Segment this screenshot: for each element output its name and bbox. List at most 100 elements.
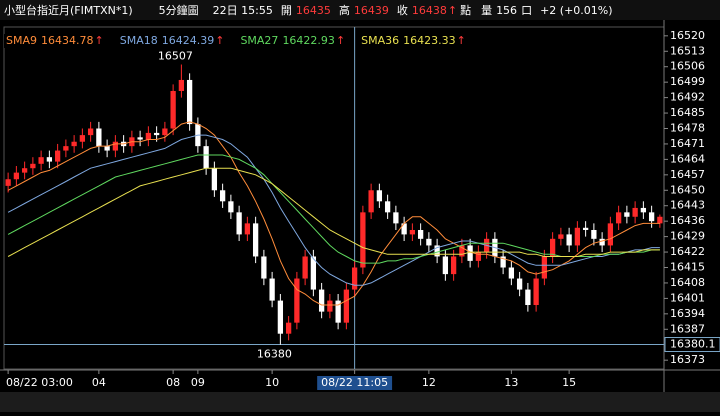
candle-body <box>533 278 539 306</box>
candle-body <box>434 245 440 257</box>
candle-body <box>178 79 185 91</box>
header-text: 量 <box>481 4 492 17</box>
x-tick-label: 15 <box>562 376 576 389</box>
status-bar <box>0 392 720 412</box>
candle-body <box>376 190 383 202</box>
candle-body <box>599 238 605 246</box>
candle-body <box>186 79 193 125</box>
x-tick-label: 04 <box>92 376 106 389</box>
candle-body <box>277 300 284 334</box>
legend-bg <box>117 34 227 48</box>
candle-body <box>467 245 473 261</box>
legend-name: SMA27 <box>240 34 278 47</box>
y-tick-label: 16471 <box>670 137 705 150</box>
header: 小型台指近月(FIMTXN*1) 5分鐘圖 22日 15:55 開 16435 高 1643… <box>4 3 613 17</box>
candle-body <box>426 238 432 246</box>
moving-average-line <box>7 154 660 264</box>
y-tick-label: 16415 <box>670 261 705 274</box>
candle-body <box>261 256 267 279</box>
y-tick-label: 16387 <box>670 322 705 335</box>
y-tick-label: 16422 <box>670 245 705 258</box>
price-annotation: 16507 <box>158 50 193 63</box>
candle-body <box>335 300 341 323</box>
candle-body <box>360 212 366 268</box>
candle-body <box>153 132 160 136</box>
header-text: 口 <box>521 4 532 17</box>
candle-body <box>615 212 622 224</box>
legend-bg <box>4 34 106 48</box>
candle-body <box>442 256 449 275</box>
moving-average-line <box>7 167 660 257</box>
candle-body <box>236 212 242 235</box>
header-text: 開 <box>281 4 292 17</box>
candle-body <box>112 141 119 151</box>
candle-body <box>5 179 11 186</box>
candle-body <box>450 256 457 275</box>
candle-body <box>417 229 424 239</box>
candle-body <box>558 234 564 239</box>
candle-body <box>351 267 358 290</box>
candle-body <box>574 227 581 246</box>
candle-body <box>632 207 638 217</box>
candle-body <box>393 212 399 224</box>
candle-body <box>591 229 597 239</box>
candle-body <box>657 216 663 224</box>
moving-average-line <box>7 134 660 286</box>
legend-name: SMA36 <box>361 34 399 47</box>
x-tick-label: 10 <box>265 376 279 389</box>
x-tick-label: 08 <box>166 376 180 389</box>
y-tick-label: 16373 <box>670 353 705 366</box>
candle-body <box>310 256 317 290</box>
candle-body <box>607 223 614 246</box>
candle-body <box>384 201 391 213</box>
y-tick-label: 16457 <box>670 168 705 181</box>
candle-body <box>459 245 465 257</box>
candle-body <box>228 201 234 213</box>
header-text: ↑ <box>448 4 457 17</box>
candle-body <box>343 289 350 323</box>
legend-value: 16434.78 <box>41 34 94 47</box>
candle-body <box>525 289 531 306</box>
moving-average-line <box>7 121 660 306</box>
header-text: +2 (+0.01%) <box>540 4 612 17</box>
header-text: 點 <box>460 4 471 17</box>
candle-body <box>170 90 176 129</box>
candle-body <box>46 157 53 162</box>
candle-body <box>71 141 77 147</box>
candle-body <box>294 278 300 323</box>
candle-body <box>54 150 61 162</box>
header-text: 16438 <box>412 4 447 17</box>
legend-arrow: ↑ <box>457 34 466 47</box>
candle-body <box>475 252 482 261</box>
y-tick-label: 16506 <box>670 60 705 73</box>
legend-value: 16422.93 <box>282 34 335 47</box>
candle-body <box>516 278 523 290</box>
legend-arrow: ↑ <box>336 34 345 47</box>
y-tick-label: 16464 <box>670 152 705 165</box>
x-tick-label: 08/22 03:00 <box>6 376 73 389</box>
candle-body <box>21 168 28 173</box>
crosshair-label-box <box>664 337 720 353</box>
candle-body <box>244 223 251 235</box>
y-tick-label: 16485 <box>670 106 705 119</box>
header-bar <box>0 0 720 20</box>
legend-bg <box>238 34 348 48</box>
x-tick-label: 12 <box>422 376 436 389</box>
header-text: 16439 <box>354 4 389 17</box>
candle-body <box>63 146 69 151</box>
legend-bg <box>359 34 468 48</box>
legend-arrow: ↑ <box>95 34 104 47</box>
candle-body <box>104 146 110 151</box>
candle-body <box>79 135 86 142</box>
candle-body <box>162 128 168 136</box>
crosshair-label: 16380.1 <box>670 338 716 351</box>
y-tick-label: 16478 <box>670 121 705 134</box>
candle-body <box>401 223 407 235</box>
y-tick-label: 16499 <box>670 75 705 88</box>
header-text: 22日 15:55 <box>213 4 273 17</box>
candle-body <box>640 207 647 213</box>
legend-name: SMA18 <box>120 34 158 47</box>
candle-body <box>211 168 218 191</box>
candle-body <box>96 128 102 147</box>
